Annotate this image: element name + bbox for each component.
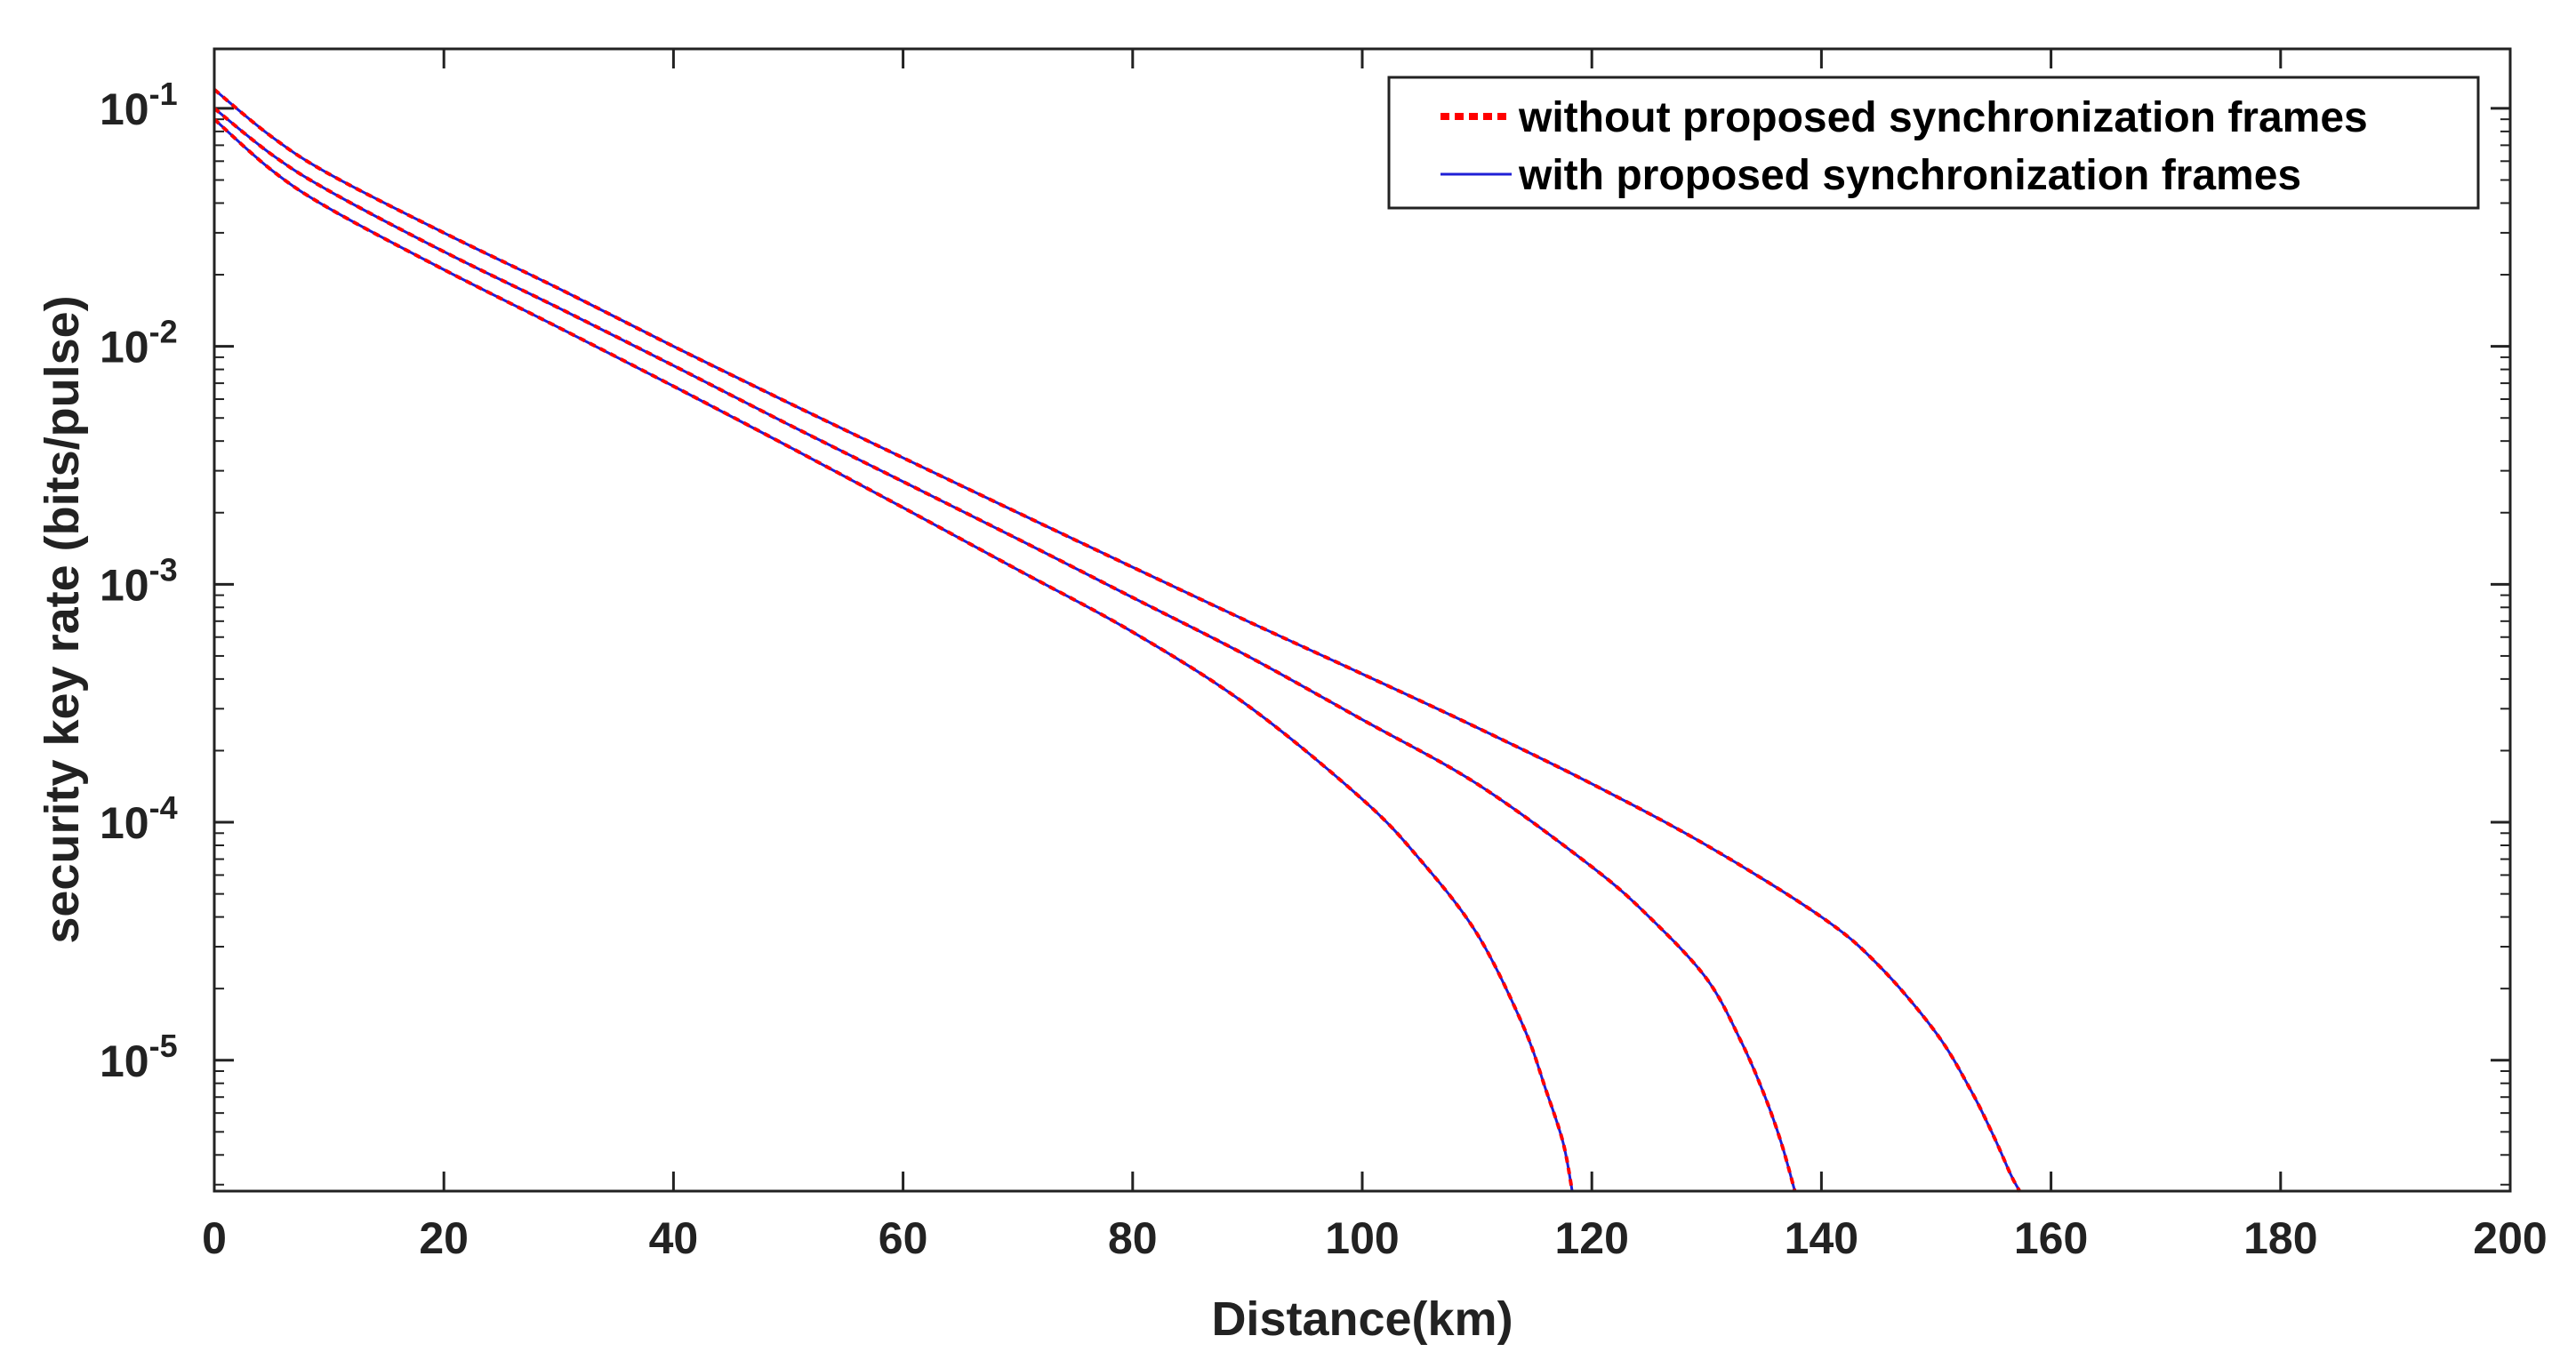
x-tick-label: 100	[1325, 1213, 1399, 1263]
y-tick-exponent: -5	[149, 1028, 178, 1064]
y-tick-exponent: -1	[149, 76, 178, 112]
legend-box	[1387, 76, 2480, 210]
x-tick-label: 20	[419, 1213, 469, 1263]
x-tick-label: 120	[1554, 1213, 1628, 1263]
x-tick-label: 180	[2243, 1213, 2317, 1263]
y-tick-label: 10-2	[100, 314, 178, 372]
x-tick-label: 140	[1785, 1213, 1858, 1263]
legend: without proposed synchronization frames …	[1387, 76, 2480, 210]
x-tick-label: 160	[2014, 1213, 2088, 1263]
x-tick-label: 60	[879, 1213, 928, 1263]
curve-1-with-sync	[213, 118, 1574, 1193]
curve-2-with-sync	[213, 107, 1797, 1193]
x-tick-label: 0	[202, 1213, 227, 1263]
x-tick-labels: 0 20 40 60 80 100 120 140 160 180 200	[202, 1213, 2548, 1263]
y-tick-base: 10	[100, 798, 149, 848]
y-tick-labels: 10-110-210-310-410-5	[100, 76, 178, 1086]
x-tick-label: 200	[2473, 1213, 2547, 1263]
y-tick-exponent: -4	[149, 789, 178, 826]
curve-2-without-sync	[213, 107, 1797, 1193]
x-axis-label: Distance(km)	[1211, 1292, 1513, 1346]
y-tick-label: 10-3	[100, 551, 178, 610]
y-tick-base: 10	[100, 84, 149, 134]
y-axis-label: security key rate (bits/pulse)	[36, 295, 89, 943]
y-tick-label: 10-1	[100, 76, 178, 134]
x-tick-label: 80	[1108, 1213, 1158, 1263]
y-tick-exponent: -2	[149, 314, 178, 350]
axis-ticks	[213, 49, 2512, 1191]
y-tick-base: 10	[100, 323, 149, 372]
x-tick-label: 40	[649, 1213, 699, 1263]
legend-label-without: without proposed synchronization frames	[1518, 94, 2368, 141]
y-tick-label: 10-4	[100, 789, 178, 848]
y-tick-label: 10-5	[100, 1028, 178, 1086]
curve-3-without-sync	[213, 88, 2022, 1193]
y-tick-base: 10	[100, 560, 149, 610]
data-curves	[213, 88, 2022, 1193]
y-tick-base: 10	[100, 1036, 149, 1086]
curve-1-without-sync	[213, 117, 1575, 1193]
y-tick-exponent: -3	[149, 551, 178, 588]
plot-frame	[213, 47, 2512, 1193]
curve-3-with-sync	[213, 88, 2022, 1193]
legend-label-with: with proposed synchronization frames	[1518, 152, 2301, 199]
